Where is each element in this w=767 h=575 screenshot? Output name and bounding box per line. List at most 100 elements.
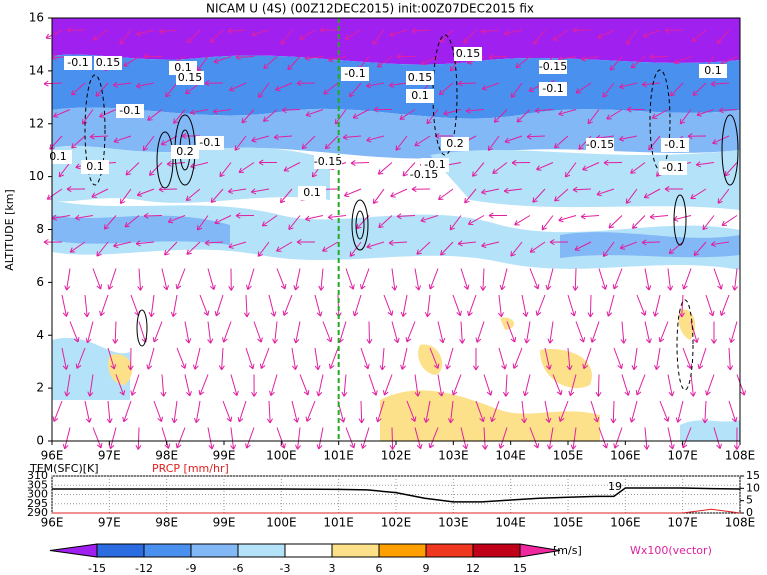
wind-vector [459, 321, 466, 344]
colorbar-label: 15 [513, 562, 527, 575]
contour-label-bg [661, 138, 689, 152]
wind-vector [186, 29, 201, 44]
wind-vector [388, 239, 408, 246]
wind-vector [460, 427, 469, 450]
wind-vector [373, 106, 393, 113]
wind-vector [167, 215, 186, 224]
wind-vector [175, 268, 186, 290]
contour-label: 0.1 [303, 186, 321, 199]
wind-vector [572, 268, 579, 291]
wind-vector [287, 56, 301, 71]
wind-vector [572, 27, 592, 34]
wind-vector [447, 400, 454, 424]
wind-vector [481, 241, 500, 249]
wind-vector [291, 400, 300, 423]
wind-vector [92, 268, 103, 290]
wind-vector [89, 133, 109, 140]
wind-vector [552, 374, 563, 396]
wind-vector [603, 159, 623, 166]
wind-vector [43, 239, 63, 246]
wind-vector [227, 27, 247, 34]
contour-label: -0.15 [314, 155, 342, 168]
contour-label: -0.1 [542, 82, 563, 95]
wind-vector [87, 374, 94, 397]
y-tick-label: 2 [36, 381, 44, 395]
wind-vector [61, 294, 69, 317]
wind-vector [510, 241, 523, 257]
x-tick-label: 108E [725, 516, 756, 530]
wind-vector [595, 374, 602, 397]
wind-vector [245, 347, 255, 370]
wind-vector [135, 240, 155, 247]
x-tick-label: 102E [381, 449, 412, 463]
wind-vector [66, 186, 86, 193]
wind-vector [222, 400, 233, 422]
wind-vector [609, 56, 623, 71]
wind-vector [727, 347, 734, 371]
wind-vector [259, 347, 270, 369]
wind-vector [498, 427, 508, 449]
y-tick-label: 10 [29, 169, 44, 183]
wind-vector [626, 106, 646, 113]
wind-vector [275, 82, 293, 92]
wind-vector [506, 321, 517, 343]
contour-label: -0.1 [662, 161, 683, 174]
wind-vector [552, 29, 569, 41]
wind-vector [532, 188, 546, 203]
wind-vector [207, 268, 216, 291]
wind-vector [199, 294, 210, 316]
wind-vector [487, 135, 500, 151]
wind-vector [659, 400, 670, 422]
wind-vector [460, 268, 470, 290]
wind-vector [198, 374, 209, 396]
wind-vector [229, 82, 247, 92]
wind-vector [382, 374, 393, 396]
wind-vector [282, 294, 293, 316]
wind-vector [463, 29, 477, 44]
wind-vector [721, 215, 738, 226]
wind-vector [443, 109, 462, 116]
wind-vector [283, 162, 301, 172]
wind-vector [690, 188, 707, 200]
contour-label: -0.1 [199, 136, 220, 149]
contour-label: 0.15 [456, 47, 481, 60]
wind-vector [426, 109, 439, 125]
wind-vector [437, 321, 446, 344]
wind-vector [84, 400, 92, 423]
wind-vector [423, 400, 431, 423]
wind-vector [238, 162, 255, 173]
x-tick-label: 98E [155, 516, 178, 530]
x-tick-label: 104E [495, 449, 526, 463]
x-tick-label: 103E [438, 516, 469, 530]
plot-frame [51, 17, 741, 442]
wind-vector [554, 135, 569, 149]
wind-vector [62, 427, 71, 450]
contour-label-bg [539, 60, 567, 74]
wind-vector [514, 215, 531, 226]
wind-vector [667, 268, 674, 291]
wind-vector [127, 347, 134, 371]
wind-vector [359, 268, 370, 290]
wind-vector [75, 347, 86, 369]
wind-vector [472, 347, 479, 371]
wind-vector [360, 347, 370, 370]
wind-vector [137, 268, 144, 291]
wind-vector [99, 109, 117, 118]
wind-vector [526, 133, 546, 140]
wind-vector [192, 347, 201, 370]
wind-vector [113, 241, 132, 249]
wind-vector [452, 294, 462, 317]
wind-vector [524, 321, 531, 344]
wind-vector [635, 374, 646, 396]
contour-label-bg [314, 155, 342, 169]
wind-vector [424, 294, 431, 318]
wind-vector [184, 321, 192, 344]
wind-vector [619, 82, 638, 90]
wind-vector [482, 427, 489, 450]
wind-vector [587, 294, 594, 318]
y-tick-label: 4 [36, 328, 44, 342]
wind-vector [356, 215, 370, 230]
wind-vector [457, 80, 477, 87]
wind-vector [227, 188, 247, 195]
x-tick-label: 105E [553, 516, 584, 530]
